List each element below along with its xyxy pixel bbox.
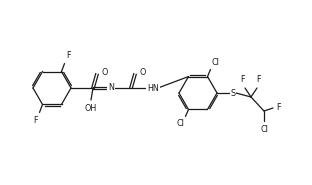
Text: O: O bbox=[102, 68, 108, 77]
Text: Cl: Cl bbox=[260, 125, 268, 134]
Text: HN: HN bbox=[147, 83, 159, 92]
Text: F: F bbox=[241, 75, 245, 84]
Text: F: F bbox=[66, 51, 71, 60]
Text: S: S bbox=[231, 88, 236, 97]
Text: F: F bbox=[33, 116, 37, 125]
Text: Cl: Cl bbox=[212, 58, 219, 67]
Text: N: N bbox=[108, 83, 114, 92]
Text: F: F bbox=[276, 102, 280, 112]
Text: O: O bbox=[140, 68, 146, 77]
Text: OH: OH bbox=[85, 104, 97, 113]
Text: Cl: Cl bbox=[177, 120, 184, 128]
Text: F: F bbox=[257, 75, 261, 84]
